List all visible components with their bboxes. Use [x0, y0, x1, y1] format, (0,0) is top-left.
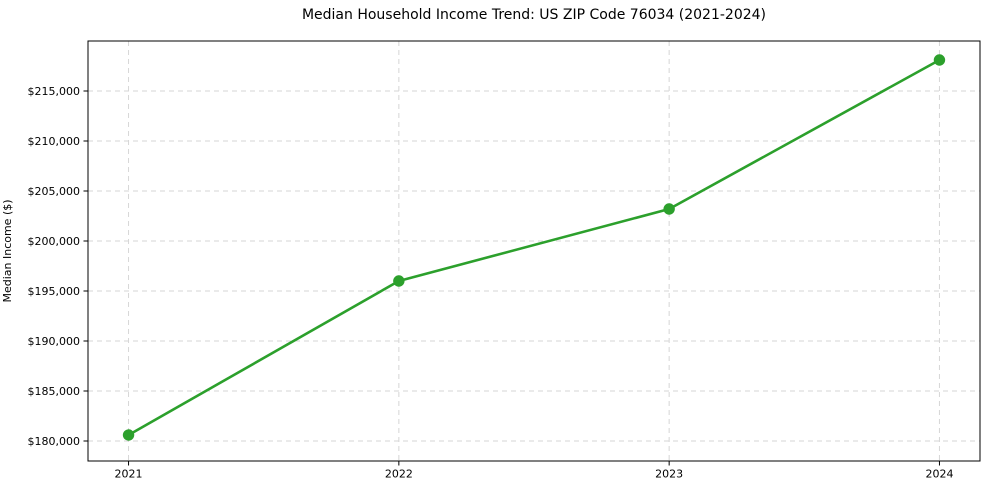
- x-tick-label-1: 2022: [385, 468, 413, 481]
- y-tick-label-7: $215,000: [28, 85, 81, 98]
- y-tick-label-5: $205,000: [28, 185, 81, 198]
- y-tick-label-2: $190,000: [28, 335, 81, 348]
- x-tick-label-3: 2024: [925, 468, 953, 481]
- y-tick-label-0: $180,000: [28, 435, 81, 448]
- y-tick-label-6: $210,000: [28, 135, 81, 148]
- data-point-2023: [663, 203, 675, 215]
- plot-border: [87, 40, 981, 462]
- y-tick-label-4: $200,000: [28, 235, 81, 248]
- chart-title: Median Household Income Trend: US ZIP Co…: [301, 7, 767, 23]
- x-tick-label-0: 2021: [115, 468, 143, 481]
- trend-line: [127, 58, 941, 437]
- y-tick-label-3: $195,000: [28, 285, 81, 298]
- x-tick-label-2: 2023: [655, 468, 683, 481]
- y-tick-label-1: $185,000: [28, 385, 81, 398]
- data-point-2024: [933, 54, 946, 66]
- data-point-2021: [122, 429, 135, 441]
- data-point-2022: [393, 275, 405, 287]
